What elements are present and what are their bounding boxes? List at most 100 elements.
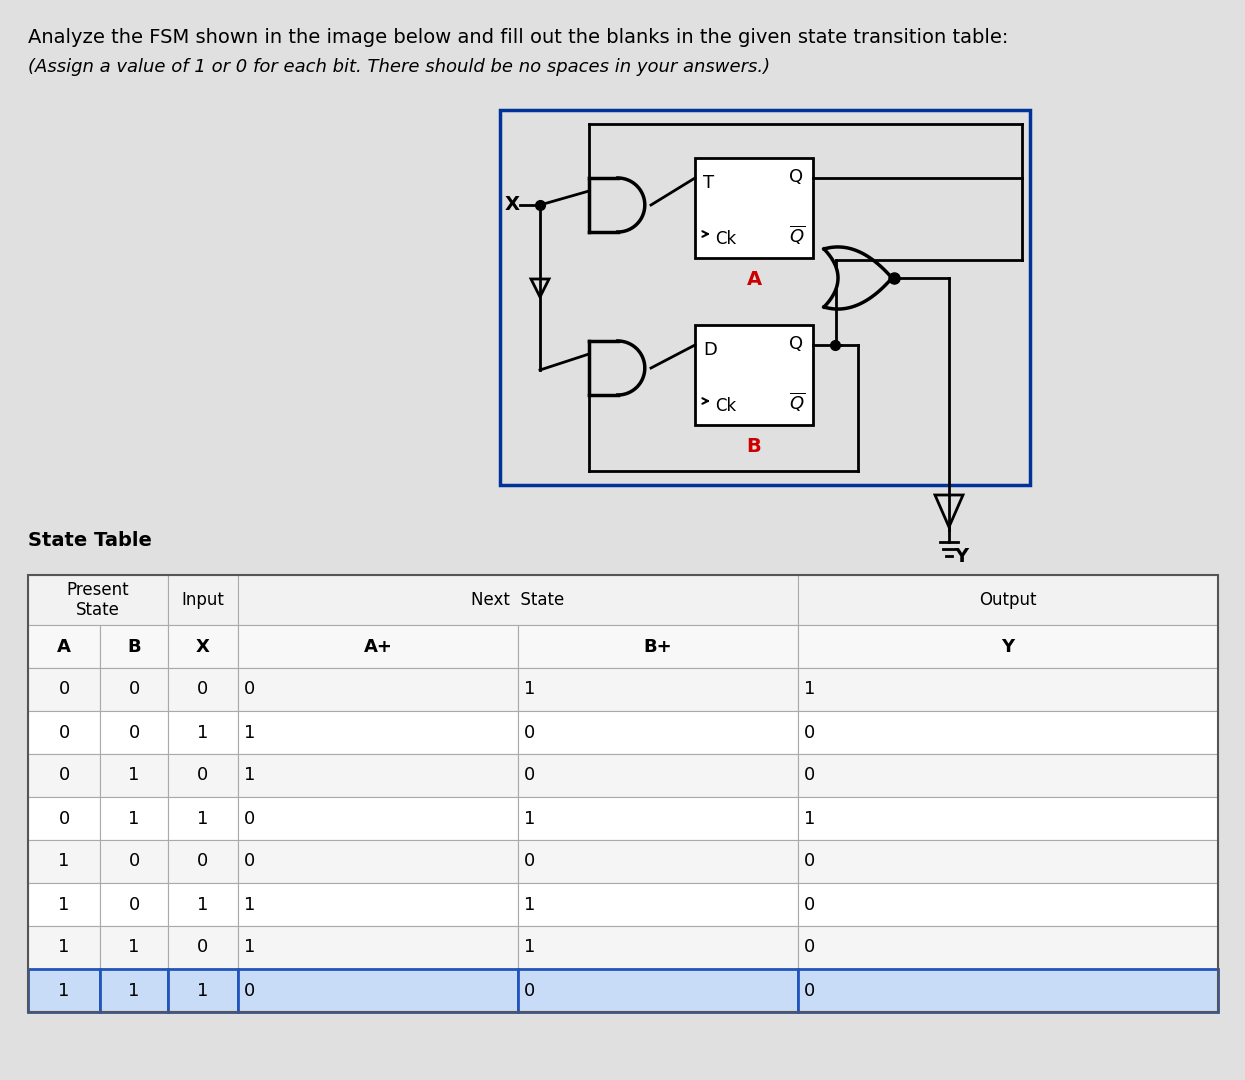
Text: 0: 0 xyxy=(244,982,255,999)
Text: 0: 0 xyxy=(128,895,139,914)
Bar xyxy=(798,883,1218,926)
Text: 0: 0 xyxy=(128,724,139,742)
Text: 0: 0 xyxy=(244,810,255,827)
Text: 0: 0 xyxy=(804,767,815,784)
Text: 1: 1 xyxy=(59,895,70,914)
Text: 1: 1 xyxy=(524,939,535,957)
Text: A: A xyxy=(747,270,762,289)
Bar xyxy=(238,883,518,926)
Bar xyxy=(518,625,798,669)
Bar xyxy=(100,969,168,1012)
Bar xyxy=(27,969,100,1012)
Text: 0: 0 xyxy=(198,680,209,699)
Bar xyxy=(695,325,813,426)
Text: 0: 0 xyxy=(59,810,70,827)
Text: $\overline{Q}$: $\overline{Q}$ xyxy=(789,224,806,246)
Bar xyxy=(100,883,168,926)
Text: 0: 0 xyxy=(804,852,815,870)
Text: 0: 0 xyxy=(244,680,255,699)
Text: 0: 0 xyxy=(128,680,139,699)
Text: T: T xyxy=(703,174,715,192)
Bar xyxy=(518,926,798,969)
Text: X: X xyxy=(195,637,210,656)
Text: 0: 0 xyxy=(804,895,815,914)
Bar xyxy=(168,754,238,797)
Text: 0: 0 xyxy=(59,680,70,699)
Text: 0: 0 xyxy=(524,767,535,784)
Text: 0: 0 xyxy=(524,982,535,999)
Bar xyxy=(798,575,1218,625)
Bar xyxy=(168,883,238,926)
Text: 0: 0 xyxy=(198,852,209,870)
Bar xyxy=(238,840,518,883)
Text: 1: 1 xyxy=(804,810,815,827)
Text: 1: 1 xyxy=(197,895,209,914)
Text: 1: 1 xyxy=(128,982,139,999)
Bar xyxy=(168,669,238,711)
Bar xyxy=(168,625,238,669)
Bar xyxy=(518,969,798,1012)
Bar xyxy=(798,754,1218,797)
Bar xyxy=(695,158,813,258)
Bar xyxy=(798,797,1218,840)
Bar xyxy=(518,797,798,840)
Bar xyxy=(100,625,168,669)
Bar xyxy=(518,669,798,711)
Text: 1: 1 xyxy=(804,680,815,699)
Bar xyxy=(27,883,100,926)
Bar xyxy=(798,840,1218,883)
Text: B: B xyxy=(747,437,762,456)
Bar xyxy=(238,625,518,669)
Bar xyxy=(518,711,798,754)
Bar xyxy=(100,754,168,797)
Bar xyxy=(100,840,168,883)
Bar xyxy=(518,840,798,883)
Text: 1: 1 xyxy=(59,939,70,957)
Text: D: D xyxy=(703,341,717,359)
Text: 1: 1 xyxy=(244,939,255,957)
Bar xyxy=(238,575,798,625)
Text: Y: Y xyxy=(954,546,969,566)
Bar xyxy=(500,110,1030,485)
Text: A+: A+ xyxy=(364,637,392,656)
Text: $\overline{Q}$: $\overline{Q}$ xyxy=(789,390,806,413)
Bar xyxy=(238,711,518,754)
Text: 0: 0 xyxy=(524,724,535,742)
Text: 0: 0 xyxy=(804,724,815,742)
Bar xyxy=(238,969,518,1012)
Text: Input: Input xyxy=(182,591,224,609)
Bar xyxy=(27,575,1218,1012)
Bar xyxy=(798,669,1218,711)
Bar xyxy=(168,797,238,840)
Text: 0: 0 xyxy=(804,939,815,957)
Bar xyxy=(100,926,168,969)
Text: 1: 1 xyxy=(524,680,535,699)
Bar xyxy=(100,797,168,840)
Text: 1: 1 xyxy=(197,810,209,827)
Bar xyxy=(27,754,100,797)
Bar xyxy=(168,926,238,969)
Bar xyxy=(27,797,100,840)
Bar xyxy=(27,840,100,883)
Bar xyxy=(238,797,518,840)
Text: 1: 1 xyxy=(197,724,209,742)
Bar xyxy=(518,883,798,926)
Text: 0: 0 xyxy=(198,767,209,784)
Text: Y: Y xyxy=(1001,637,1015,656)
Text: Ck: Ck xyxy=(715,230,736,248)
Text: Next  State: Next State xyxy=(472,591,565,609)
Text: 1: 1 xyxy=(128,939,139,957)
Text: B: B xyxy=(127,637,141,656)
Text: 0: 0 xyxy=(59,767,70,784)
Text: 1: 1 xyxy=(128,810,139,827)
Text: 0: 0 xyxy=(59,724,70,742)
Text: (Assign a value of 1 or 0 for each bit. There should be no spaces in your answer: (Assign a value of 1 or 0 for each bit. … xyxy=(27,58,771,76)
Text: 1: 1 xyxy=(197,982,209,999)
Bar xyxy=(27,625,100,669)
Text: 0: 0 xyxy=(244,852,255,870)
Text: A: A xyxy=(57,637,71,656)
Bar xyxy=(798,926,1218,969)
Text: B+: B+ xyxy=(644,637,672,656)
Bar xyxy=(100,711,168,754)
Text: Analyze the FSM shown in the image below and fill out the blanks in the given st: Analyze the FSM shown in the image below… xyxy=(27,28,1008,48)
